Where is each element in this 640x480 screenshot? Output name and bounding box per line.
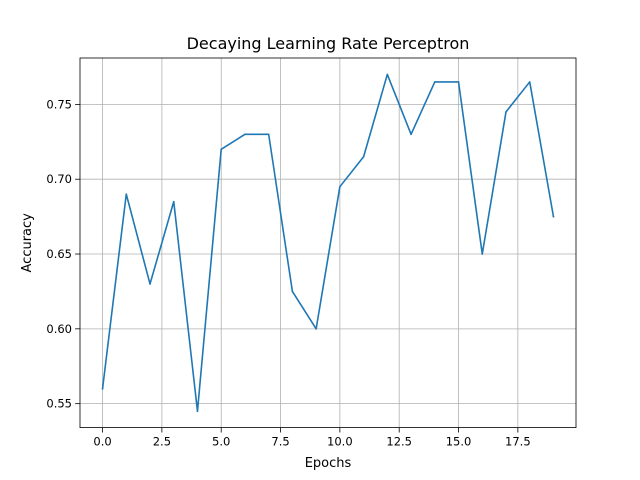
- data-point: [125, 193, 128, 195]
- data-point: [552, 215, 555, 218]
- y-axis-label: Accuracy: [20, 213, 35, 273]
- data-point: [315, 328, 317, 330]
- y-tick-label: 0.55: [46, 397, 72, 411]
- data-point: [481, 253, 484, 255]
- y-tick-label: 0.75: [46, 97, 72, 111]
- x-tick-label: 12.5: [386, 435, 412, 449]
- data-point: [172, 200, 175, 203]
- data-point: [457, 81, 460, 83]
- x-tick-label: 0.0: [93, 435, 111, 449]
- data-point: [149, 283, 151, 285]
- data-point: [220, 148, 223, 151]
- accuracy-line: [101, 73, 555, 412]
- x-tick-label: 10.0: [327, 435, 353, 449]
- plot-frame: [79, 57, 577, 429]
- data-point: [196, 410, 199, 412]
- data-point: [101, 387, 104, 390]
- data-point: [505, 111, 507, 113]
- data-point: [433, 81, 436, 83]
- data-point: [339, 185, 341, 188]
- y-tick-label: 0.70: [46, 172, 72, 186]
- data-point: [386, 73, 389, 76]
- data-point: [244, 133, 246, 136]
- y-axis-ticks: 0.55 0.60 0.65 0.70 0.75: [46, 97, 80, 411]
- data-point: [410, 133, 412, 136]
- series-group: [101, 73, 555, 412]
- data-point: [362, 155, 365, 158]
- chart-title: Decaying Learning Rate Perceptron: [187, 34, 470, 53]
- x-tick-label: 5.0: [212, 435, 230, 449]
- data-point: [528, 81, 531, 83]
- y-tick-label: 0.65: [46, 247, 72, 261]
- data-point: [267, 133, 270, 136]
- x-axis-label: Epochs: [305, 456, 352, 471]
- x-tick-label: 15.0: [446, 435, 472, 449]
- x-tick-label: 7.5: [271, 435, 289, 449]
- x-tick-label: 2.5: [153, 435, 171, 449]
- x-tick-label: 17.5: [505, 435, 531, 449]
- y-tick-label: 0.60: [46, 322, 72, 336]
- x-axis-ticks: 0.0 2.5 5.0 7.5 10.0 12.5 15.0 17.5: [93, 427, 531, 449]
- data-point: [291, 290, 294, 293]
- grid-lines: [80, 58, 576, 428]
